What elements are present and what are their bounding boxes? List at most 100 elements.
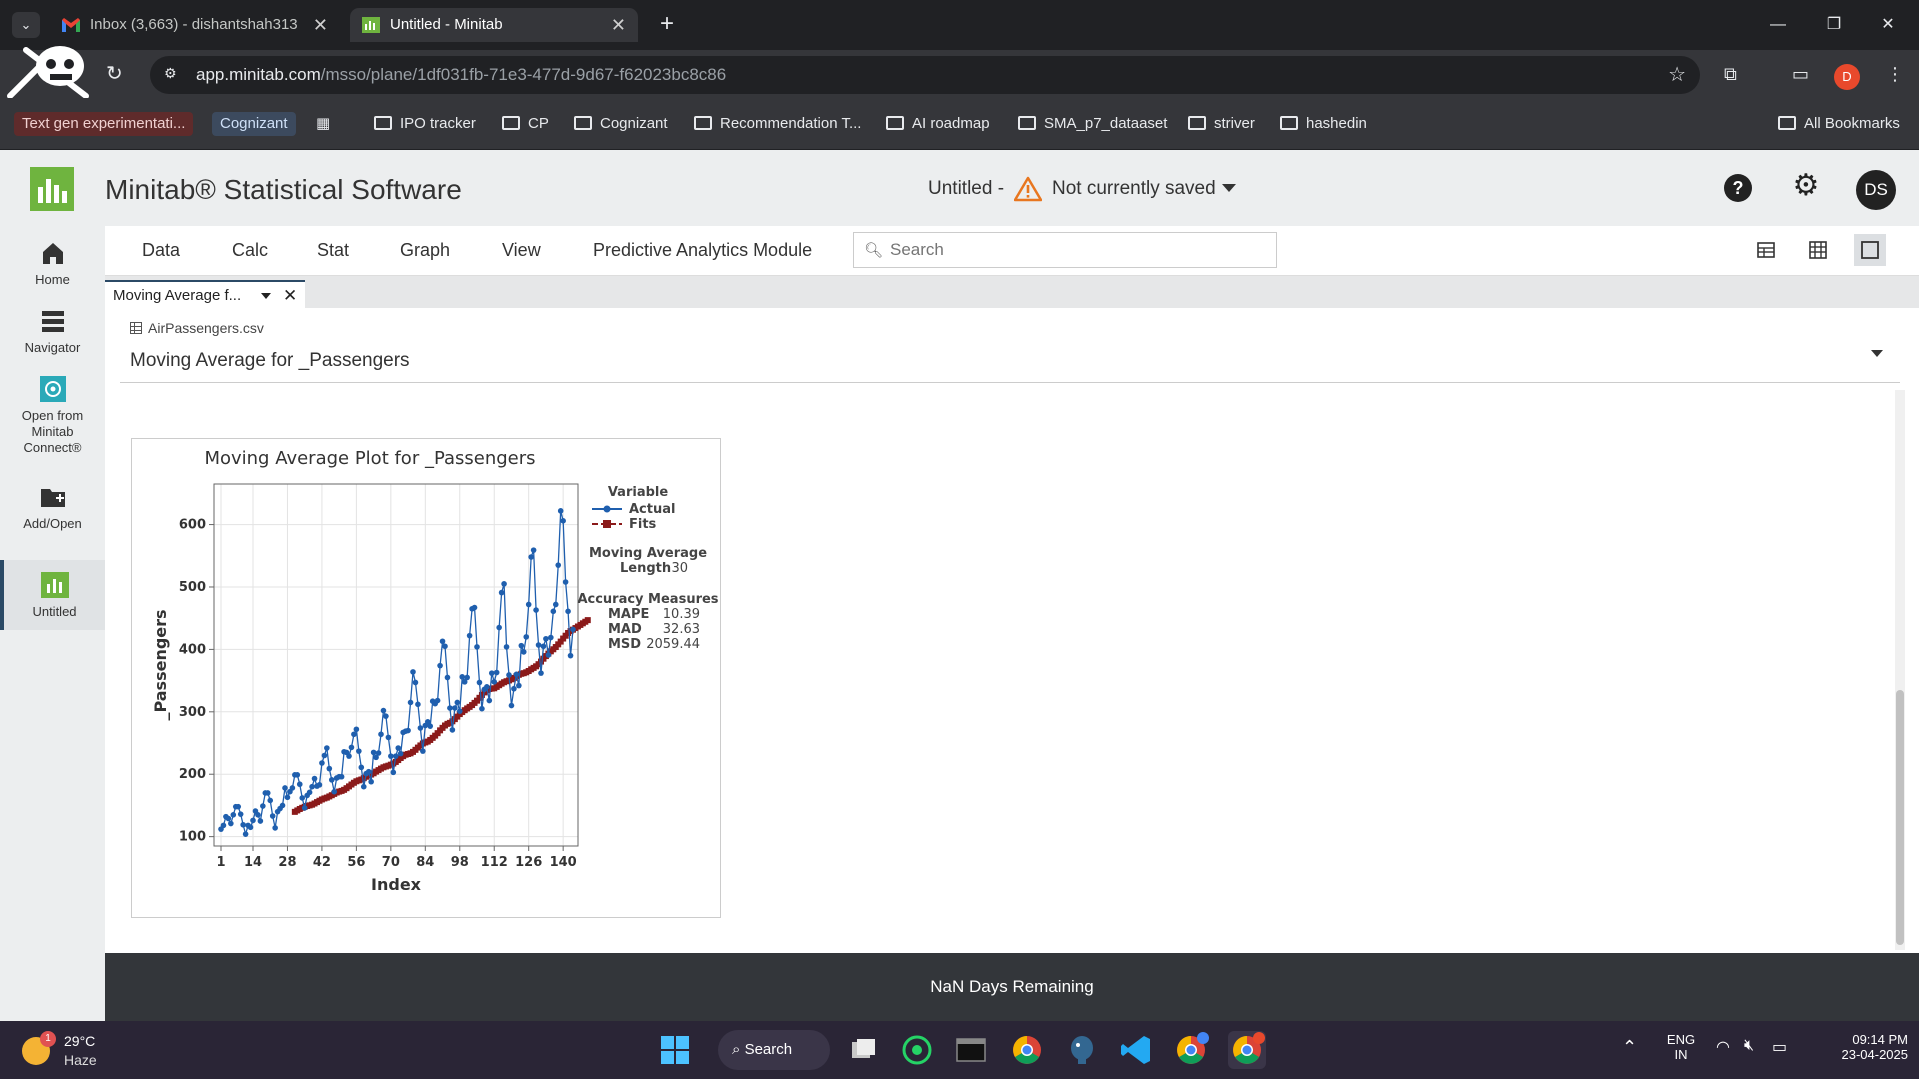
bookmark-folder[interactable]: CP xyxy=(502,112,549,136)
site-settings-icon[interactable]: ⚙ xyxy=(164,65,177,81)
speaker-muted-icon[interactable]: 🔇︎ xyxy=(1744,1037,1755,1054)
bookmark-folder[interactable]: striver xyxy=(1188,112,1255,136)
bookmark-folder[interactable]: AI roadmap xyxy=(886,112,990,136)
help-button[interactable]: ? xyxy=(1724,174,1752,202)
wifi-icon[interactable]: ◠ xyxy=(1716,1039,1730,1056)
actual-point xyxy=(309,783,315,790)
menu-search[interactable]: 🔍︎ xyxy=(853,232,1277,268)
menu-calc[interactable]: Calc xyxy=(232,240,269,260)
reload-icon[interactable]: ↻ xyxy=(106,63,123,85)
project-name[interactable]: Untitled - xyxy=(928,178,1004,200)
windows-taskbar: 1 29°C Haze ⌕ Search ⌃ ENG IN ◠ 🔇︎ ▭ 09:1… xyxy=(0,1021,1919,1079)
battery-icon[interactable]: ▭ xyxy=(1772,1039,1788,1056)
language-indicator[interactable]: ENG IN xyxy=(1664,1032,1698,1062)
terminal-icon[interactable] xyxy=(952,1031,990,1069)
minimize-window-button[interactable]: — xyxy=(1770,16,1786,33)
whatsapp-icon[interactable] xyxy=(898,1031,936,1069)
actual-point xyxy=(493,669,500,676)
output-tab[interactable]: Moving Average f... ✕ xyxy=(105,280,305,308)
clock[interactable]: 09:14 PM 23-04-2025 xyxy=(1812,1032,1909,1062)
all-bookmarks[interactable]: All Bookmarks xyxy=(1778,112,1900,136)
split-view-icon[interactable] xyxy=(1750,234,1782,266)
actual-point xyxy=(267,797,274,804)
task-view-icon[interactable] xyxy=(844,1031,882,1069)
search-input[interactable] xyxy=(890,237,1260,263)
bookmark-cognizant-chip[interactable]: Cognizant xyxy=(212,112,296,136)
menu-predictive-analytics[interactable]: Predictive Analytics Module xyxy=(593,240,813,260)
bookmark-folder[interactable]: Recommendation T... xyxy=(694,112,861,136)
graph-frame[interactable]: Moving Average Plot for _Passengers 1 14 2… xyxy=(131,438,721,918)
close-window-button[interactable]: ✕ xyxy=(1881,16,1895,33)
profile-avatar[interactable]: D xyxy=(1834,64,1860,90)
output-options-chevron-icon[interactable] xyxy=(1871,350,1883,357)
minitab-icon xyxy=(362,17,380,33)
actual-point xyxy=(525,601,532,608)
restore-window-button[interactable]: ❐ xyxy=(1826,16,1842,33)
rail-item-open-connect[interactable]: Open from Minitab Connect® xyxy=(0,376,105,456)
bookmark-folder[interactable]: SMA_p7_dataaset xyxy=(1018,112,1167,136)
url-text[interactable]: app.minitab.com/msso/plane/1df031fb-71e3… xyxy=(196,65,726,85)
close-output-tab-icon[interactable]: ✕ xyxy=(283,286,298,305)
y-tick-label: 200 xyxy=(179,767,206,782)
plot-area xyxy=(213,483,579,847)
menu-data[interactable]: Data xyxy=(142,240,181,260)
actual-point xyxy=(353,726,360,733)
project-icon xyxy=(40,572,69,598)
bookmark-star-icon[interactable]: ☆ xyxy=(1668,64,1686,86)
accuracy-msd-label: MSD xyxy=(608,637,641,652)
actual-point xyxy=(240,821,246,828)
menu-view[interactable]: View xyxy=(502,240,541,260)
user-avatar[interactable]: DS xyxy=(1856,170,1896,210)
weather-widget[interactable]: 1 29°C Haze xyxy=(22,1031,142,1071)
close-tab-icon[interactable]: ✕ xyxy=(610,15,626,35)
x-tick-label: 42 xyxy=(313,855,331,870)
cast-icon[interactable]: ▭ xyxy=(1792,64,1810,84)
rail-item-home[interactable]: Home xyxy=(0,240,105,296)
save-menu-chevron-icon[interactable] xyxy=(1222,184,1236,192)
taskbar-search[interactable]: ⌕ Search xyxy=(718,1030,830,1070)
x-tick-label: 56 xyxy=(347,855,365,870)
chart-legend: Variable Actual Fits Moving Average Leng… xyxy=(577,485,718,652)
weather-badge: 1 xyxy=(40,1031,56,1047)
browser-tab-minitab[interactable]: Untitled - Minitab ✕ xyxy=(350,8,638,42)
chrome-profile-icon[interactable] xyxy=(1172,1031,1210,1069)
postgres-icon[interactable] xyxy=(1063,1031,1101,1069)
menu-stat[interactable]: Stat xyxy=(317,240,350,260)
bookmark-label: IPO tracker xyxy=(400,115,476,132)
output-view-icon[interactable] xyxy=(1854,234,1886,266)
chrome-active-icon[interactable] xyxy=(1228,1031,1266,1069)
vscode-icon[interactable] xyxy=(1117,1031,1155,1069)
close-tab-icon[interactable]: ✕ xyxy=(312,15,328,35)
rail-item-label: Open from xyxy=(21,408,84,423)
chart-title: Moving Average Plot for _Passengers xyxy=(204,448,535,469)
more-menu-icon[interactable]: ⋮ xyxy=(1886,64,1904,84)
extensions-icon[interactable]: ⧉ xyxy=(1724,64,1737,84)
chevron-down-icon[interactable] xyxy=(261,293,271,299)
rail-item-add-open[interactable]: Add/Open xyxy=(0,484,105,540)
folder-icon xyxy=(694,116,712,130)
folder-icon xyxy=(574,116,592,130)
chrome-icon[interactable] xyxy=(1008,1031,1046,1069)
scrollbar-thumb[interactable] xyxy=(1896,690,1904,945)
rail-item-label: Add/Open xyxy=(23,516,82,531)
actual-point xyxy=(540,643,547,650)
tab-search-chevron-icon[interactable]: ⌄ xyxy=(12,12,40,38)
rail-item-navigator[interactable]: Navigator xyxy=(0,308,105,364)
output-scrollbar[interactable] xyxy=(1895,390,1905,950)
settings-gear-icon[interactable]: ⚙ xyxy=(1792,169,1820,202)
apps-grid-icon[interactable]: ▦ xyxy=(316,115,331,132)
worksheet-view-icon[interactable] xyxy=(1802,234,1834,266)
rail-item-untitled[interactable]: Untitled xyxy=(0,560,105,630)
browser-tab-gmail[interactable]: Inbox (3,663) - dishantshah313 ✕ xyxy=(50,8,340,42)
address-bar[interactable]: ⚙ app.minitab.com/msso/plane/1df031fb-71… xyxy=(150,56,1700,94)
tray-chevron-up-icon[interactable]: ⌃ xyxy=(1622,1037,1638,1057)
new-tab-button[interactable]: + xyxy=(659,10,674,37)
accuracy-mad-value: 32.63 xyxy=(663,622,700,637)
bookmark-text-gen[interactable]: Text gen experimentati... xyxy=(14,112,194,136)
bookmark-folder[interactable]: Cognizant xyxy=(574,112,668,136)
windows-start-icon[interactable] xyxy=(656,1031,694,1069)
chart-ticks: 1 14 28 42 56 70 84 98 112 126 140 100 200 300 400 500 6… xyxy=(179,518,577,870)
bookmark-folder[interactable]: IPO tracker xyxy=(374,112,476,136)
menu-graph[interactable]: Graph xyxy=(400,240,451,260)
bookmark-folder[interactable]: hashedin xyxy=(1280,112,1367,136)
